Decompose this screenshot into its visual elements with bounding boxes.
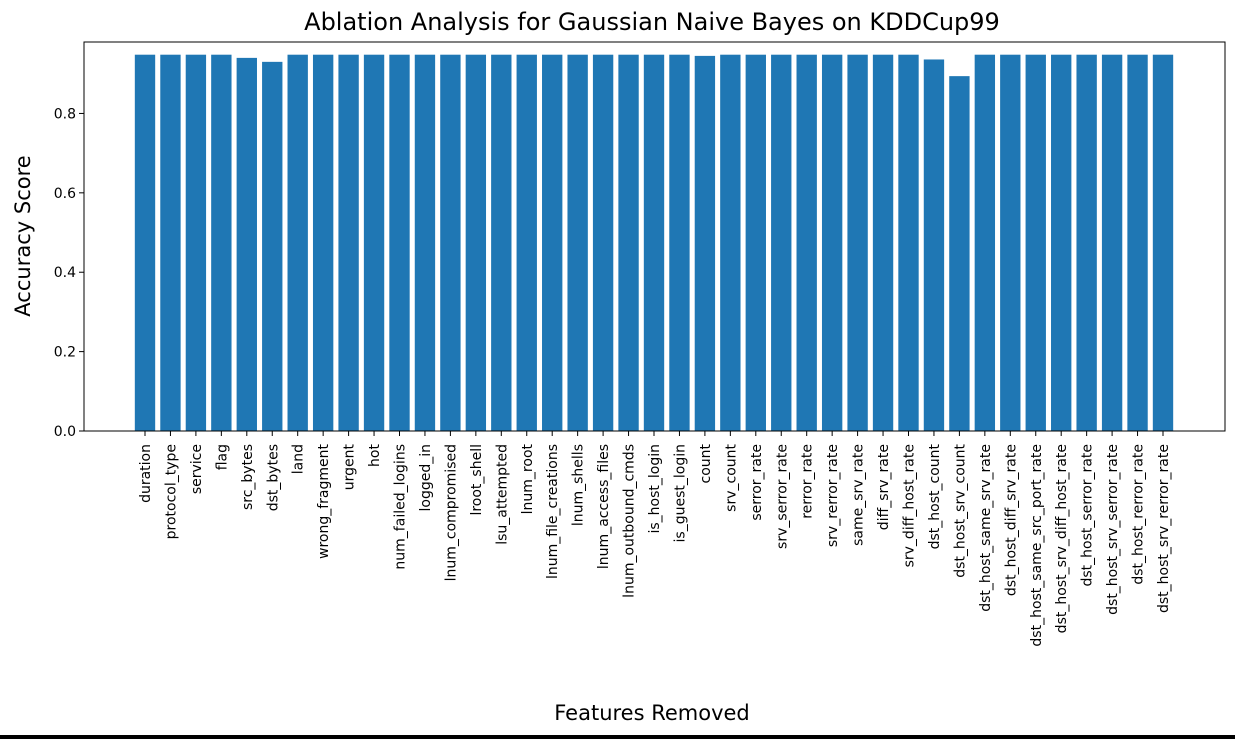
bar-is_host_login [643,54,665,431]
x-tick-label: lnum_compromised [443,444,459,581]
x-tick-label: srv_rerror_rate [825,444,841,547]
bar-dst_bytes [262,61,283,431]
bar-lroot_shell [465,54,487,431]
bar-protocol_type [160,54,181,431]
x-tick-label: hot [367,443,383,466]
bar-dst_host_same_src_port_rate [1025,54,1046,431]
x-tick-label: flag [214,444,230,470]
x-tick-label: urgent [342,443,358,490]
x-tick-label: num_failed_logins [393,444,409,570]
x-tick-label: dst_host_srv_rerror_rate [1156,444,1172,613]
x-tick-label: srv_serror_rate [774,444,790,549]
bar-dst_host_srv_diff_host_rate [1051,54,1072,431]
bar-dst_host_serror_rate [1076,54,1097,431]
bar-rerror_rate [796,54,817,431]
bar-srv_rerror_rate [821,54,843,431]
y-axis-title: Accuracy Score [11,155,35,316]
x-tick-label: count [698,443,714,483]
x-tick-label: lroot_shell [469,444,485,516]
bar-land [287,54,308,431]
bar-lnum_compromised [440,54,461,431]
bar-lsu_attempted [491,54,512,431]
x-tick-label: lnum_access_files [596,444,612,569]
x-tick-label: is_host_login [647,444,663,534]
x-tick-label: srv_diff_host_rate [902,444,918,567]
bar-dst_host_diff_srv_rate [1000,54,1021,431]
y-tick-label: 0.8 [54,106,76,122]
y-tick-label: 0.6 [54,186,76,202]
x-tick-label: same_srv_rate [851,444,867,546]
x-tick-label: rerror_rate [800,444,816,519]
bar-same_srv_rate [847,54,868,431]
x-tick-label: dst_host_srv_diff_host_rate [1054,444,1070,633]
y-axis: 0.0 0.2 0.4 0.6 0.8 [54,106,84,440]
bar-is_guest_login [669,54,690,431]
x-tick-label: dst_host_same_src_port_rate [1029,444,1045,647]
bar-duration [134,54,156,431]
x-tick-label: serror_rate [749,444,765,521]
bar-flag [211,54,232,431]
x-tick-label: logged_in [418,444,434,512]
bar-logged_in [414,54,436,431]
y-tick-label: 0.0 [54,424,76,440]
x-tick-label: srv_count [723,444,739,512]
chart-title: Ablation Analysis for Gaussian Naive Bay… [304,8,1000,36]
bar-urgent [338,54,359,431]
x-tick-label: dst_bytes [265,444,281,511]
x-tick-label: lsu_attempted [494,444,510,545]
bar-hot [363,54,385,431]
x-tick-label: dst_host_diff_srv_rate [1003,444,1019,596]
bar-lnum_access_files [592,54,614,431]
bar-service [185,54,207,431]
bar-wrong_fragment [312,54,334,431]
x-tick-label: dst_host_same_srv_rate [978,444,994,612]
x-tick-label: lnum_shells [571,444,587,526]
x-tick-label: lnum_outbound_cmds [622,444,638,598]
bar-srv_count [720,54,741,431]
bar-dst_host_srv_count [949,76,970,431]
bar-srv_diff_host_rate [898,54,919,431]
bar-dst_host_rerror_rate [1127,54,1148,431]
y-tick-label: 0.4 [54,265,76,281]
bar-lnum_shells [567,54,588,431]
x-tick-label: service [189,444,205,494]
y-tick-label: 0.2 [54,345,76,361]
bar-dst_host_same_srv_rate [974,54,996,431]
bar-dst_host_srv_serror_rate [1101,54,1123,431]
x-tick-label: wrong_fragment [316,444,332,559]
bar-lnum_root [516,54,537,431]
bottom-border [0,735,1235,739]
bar-src_bytes [236,57,257,431]
x-tick-label: dst_host_count [927,443,943,549]
bar-dst_host_count [923,59,945,431]
x-tick-label: is_guest_login [672,444,688,542]
bar-lnum_outbound_cmds [618,54,639,431]
x-tick-label: dst_host_rerror_rate [1131,444,1147,585]
bar-diff_srv_rate [872,54,894,431]
x-tick-label: src_bytes [240,444,256,510]
x-tick-label: dst_host_srv_count [952,443,968,577]
bars-layer [134,54,1174,431]
bar-dst_host_srv_rerror_rate [1152,54,1174,431]
x-tick-label: duration [138,444,154,503]
x-tick-label: diff_srv_rate [876,444,892,530]
bar-serror_rate [745,54,766,431]
x-tick-label: dst_host_serror_rate [1080,444,1096,587]
x-tick-label: land [291,444,307,474]
x-tick-label: lnum_root [520,443,536,514]
x-axis: duration protocol_type service flag src_byte… [138,431,1172,647]
x-axis-title: Features Removed [554,701,750,725]
x-tick-label: lnum_file_creations [545,444,561,579]
bar-count [694,55,716,431]
bar-num_failed_logins [389,54,410,431]
x-tick-label: dst_host_srv_serror_rate [1105,444,1121,615]
bar-lnum_file_creations [542,54,563,431]
bar-srv_serror_rate [771,54,792,431]
x-tick-label: protocol_type [163,444,179,539]
